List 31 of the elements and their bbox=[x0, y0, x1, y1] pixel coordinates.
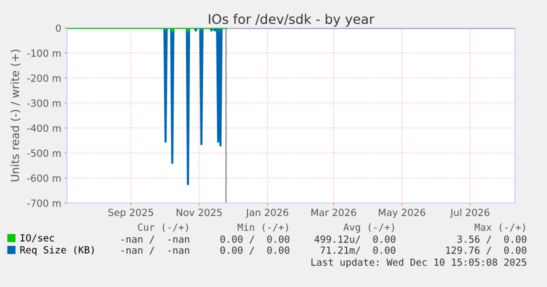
y-tick-label: -400 m bbox=[27, 124, 61, 132]
y-tick-label: -100 m bbox=[27, 49, 61, 57]
legend-label: Req Size (KB) bbox=[20, 246, 94, 256]
text: 129.76 / 0.00 bbox=[446, 246, 526, 255]
y-tick-label: 0 bbox=[56, 24, 61, 32]
text: 71.21m/ 0.00 bbox=[320, 246, 396, 255]
x-tick-label: May 2026 bbox=[378, 208, 426, 218]
legend-label: IO/sec bbox=[20, 234, 54, 242]
y-tick-label: -300 m bbox=[27, 99, 61, 107]
x-tick-label: Jul 2026 bbox=[450, 208, 490, 218]
x-tick-label: Jan 2026 bbox=[246, 208, 288, 218]
x-tick-label: Mar 2026 bbox=[311, 208, 356, 216]
text: Min (-/+) bbox=[238, 223, 288, 232]
y-tick-label: -200 m bbox=[27, 74, 61, 82]
text: 0.00 / 0.00 bbox=[220, 246, 290, 255]
text: Avg (-/+) bbox=[344, 223, 394, 233]
text: Cur (-/+) bbox=[138, 223, 188, 232]
text: 499.12u/ 0.00 bbox=[314, 235, 396, 244]
text: 3.56 / 0.00 bbox=[457, 235, 526, 244]
y-tick-label: -500 m bbox=[27, 149, 61, 157]
x-tick-label: Nov 2025 bbox=[176, 208, 222, 216]
chart-title: IOs for /dev/sdk - by year bbox=[208, 14, 374, 27]
y-tick-label: -600 m bbox=[27, 174, 61, 182]
text: 0.00 / 0.00 bbox=[220, 235, 290, 244]
text: Last update: Wed Dec 10 15:05:08 2025 bbox=[311, 258, 526, 268]
text: Max (-/+) bbox=[474, 223, 525, 232]
y-axis-title: Units read (-) / write (+) bbox=[10, 50, 20, 182]
x-tick-label: Sep 2025 bbox=[108, 208, 154, 218]
text: -nan / -nan bbox=[121, 236, 190, 244]
text: -nan / -nan bbox=[121, 246, 190, 255]
y-tick-label: -700 m bbox=[27, 199, 61, 207]
